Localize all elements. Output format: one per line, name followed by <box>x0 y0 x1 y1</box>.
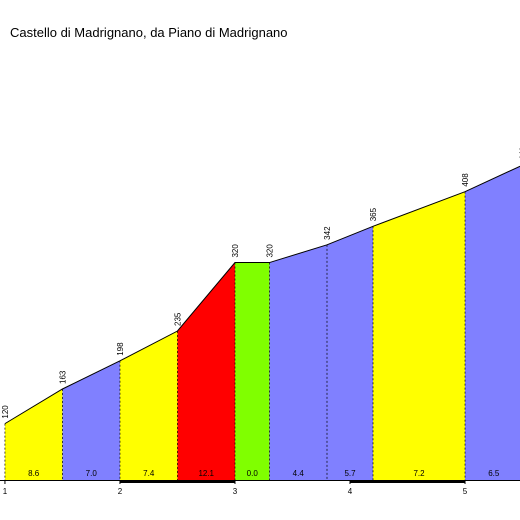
segment <box>62 360 120 480</box>
segment <box>177 262 235 480</box>
elevation-label: 365 <box>369 207 378 221</box>
segment <box>326 226 374 480</box>
elevation-label: 320 <box>231 244 240 258</box>
profile-line <box>4 165 520 425</box>
gradient-label: 7.0 <box>86 469 98 478</box>
gradient-label: 0.0 <box>247 469 259 478</box>
elevation-label: 342 <box>323 226 332 240</box>
elevation-label: 441 <box>519 146 520 160</box>
gradient-label: 7.4 <box>143 469 155 478</box>
chart-title: Castello di Madrignano, da Piano di Madr… <box>10 25 288 40</box>
segment <box>373 191 466 480</box>
elevation-label: 408 <box>461 173 470 187</box>
gradient-label: 12.1 <box>198 469 214 478</box>
gradient-label: 8.6 <box>28 469 40 478</box>
segment <box>465 166 520 480</box>
segment <box>4 388 63 480</box>
elevation-label: 163 <box>58 370 67 384</box>
gradient-label: 4.4 <box>293 469 305 478</box>
gradient-label: 6.5 <box>488 469 500 478</box>
segment <box>269 244 327 480</box>
axis-band <box>350 480 466 483</box>
axis-band <box>119 480 235 483</box>
x-tick-label: 1 <box>3 487 8 496</box>
elevation-label: 320 <box>265 244 274 258</box>
x-tick-label: 2 <box>118 487 123 496</box>
x-tick-label: 4 <box>348 487 353 496</box>
elevation-label: 235 <box>173 312 182 326</box>
gradient-label: 5.7 <box>344 469 356 478</box>
segment <box>119 331 178 480</box>
segment <box>234 262 270 480</box>
gradient-label: 7.2 <box>413 469 425 478</box>
x-tick-label: 5 <box>463 487 468 496</box>
elevation-label: 198 <box>116 342 125 356</box>
elevation-label: 120 <box>1 405 10 419</box>
x-tick-label: 3 <box>233 487 238 496</box>
